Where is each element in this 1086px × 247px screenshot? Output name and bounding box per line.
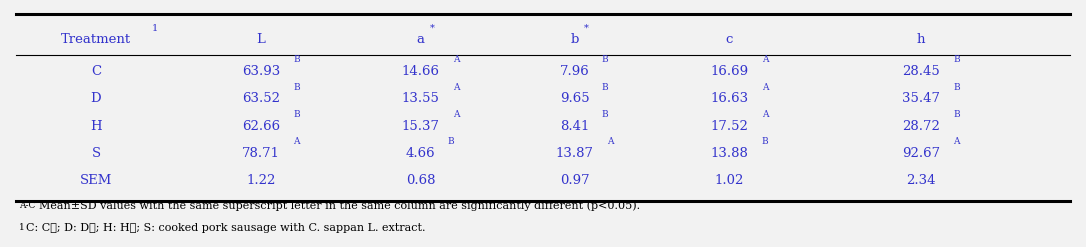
Text: 0.97: 0.97 [560,174,590,187]
Text: 78.71: 78.71 [242,147,280,160]
Text: *: * [430,24,434,33]
Text: B: B [954,83,960,92]
Text: 1.02: 1.02 [715,174,744,187]
Text: 1: 1 [152,24,159,33]
Text: B: B [602,83,608,92]
Text: c: c [725,33,733,46]
Text: 62.66: 62.66 [242,120,280,133]
Text: D: D [91,92,101,105]
Text: h: h [917,33,925,46]
Text: B: B [602,55,608,64]
Text: A: A [761,55,768,64]
Text: A: A [293,137,300,146]
Text: 16.69: 16.69 [710,65,748,78]
Text: 13.55: 13.55 [402,92,440,105]
Text: 92.67: 92.67 [901,147,939,160]
Text: 9.65: 9.65 [560,92,590,105]
Text: C: C사; D: D사; H: H사; S: cooked pork sausage with C. sappan L. extract.: C: C사; D: D사; H: H사; S: cooked pork saus… [26,223,426,233]
Text: 17.52: 17.52 [710,120,748,133]
Text: a: a [417,33,425,46]
Text: A: A [761,110,768,119]
Text: B: B [293,55,300,64]
Text: *: * [584,24,589,33]
Text: 28.72: 28.72 [901,120,939,133]
Text: 15.37: 15.37 [402,120,440,133]
Text: 35.47: 35.47 [901,92,939,105]
Text: A: A [453,110,459,119]
Text: B: B [602,110,608,119]
Text: A: A [607,137,614,146]
Text: A: A [453,83,459,92]
Text: 0.68: 0.68 [406,174,435,187]
Text: A-C: A-C [20,201,36,210]
Text: 1: 1 [20,223,25,232]
Text: A: A [954,137,960,146]
Text: 13.88: 13.88 [710,147,748,160]
Text: S: S [91,147,101,160]
Text: B: B [293,110,300,119]
Text: SEM: SEM [79,174,112,187]
Text: 2.34: 2.34 [906,174,935,187]
Text: B: B [447,137,454,146]
Text: H: H [90,120,102,133]
Text: B: B [761,137,768,146]
Text: 14.66: 14.66 [402,65,440,78]
Text: A: A [761,83,768,92]
Text: b: b [571,33,579,46]
Text: 4.66: 4.66 [406,147,435,160]
Text: Mean±SD values with the same superscript letter in the same column are significa: Mean±SD values with the same superscript… [38,201,640,211]
Text: B: B [293,83,300,92]
Text: C: C [91,65,101,78]
Text: 63.93: 63.93 [242,65,280,78]
Text: 63.52: 63.52 [242,92,280,105]
Text: 7.96: 7.96 [560,65,590,78]
Text: 16.63: 16.63 [710,92,748,105]
Text: B: B [954,110,960,119]
Text: B: B [954,55,960,64]
Text: L: L [256,33,265,46]
Text: 1.22: 1.22 [247,174,276,187]
Text: A: A [453,55,459,64]
Text: 28.45: 28.45 [902,65,939,78]
Text: 13.87: 13.87 [556,147,594,160]
Text: 8.41: 8.41 [560,120,590,133]
Text: Treatment: Treatment [61,33,131,46]
